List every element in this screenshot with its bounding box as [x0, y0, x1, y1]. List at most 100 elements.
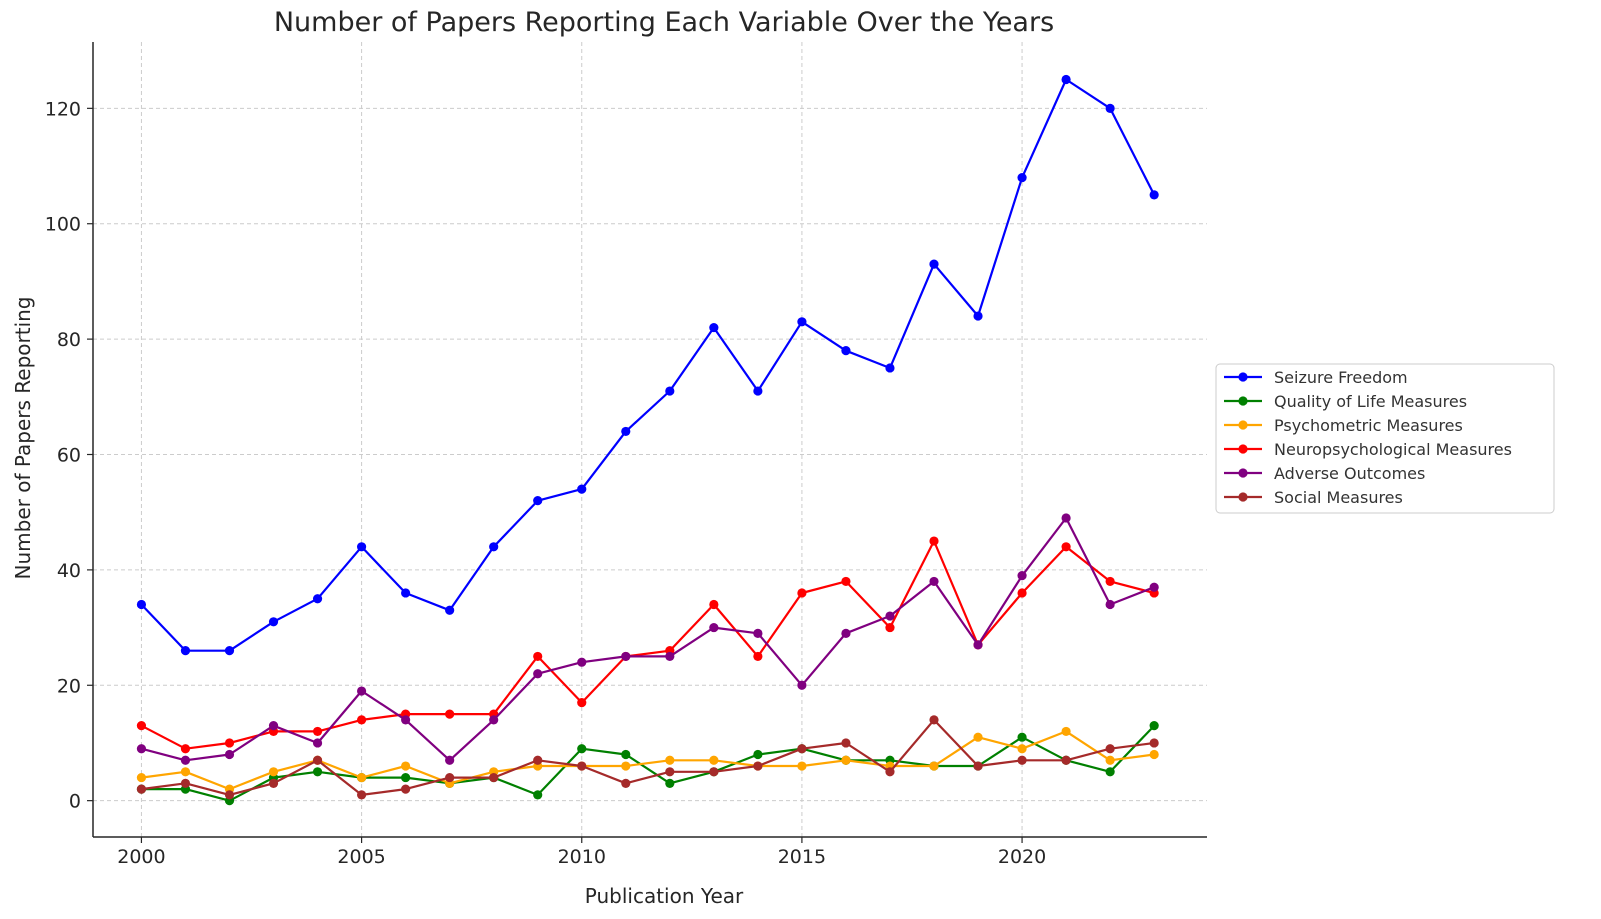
series-6 — [136, 715, 1159, 800]
data-point — [1105, 103, 1115, 113]
data-point — [224, 646, 235, 656]
legend-item: Adverse Outcomes — [1224, 464, 1425, 483]
series-4 — [136, 536, 1159, 754]
data-point — [1061, 542, 1071, 552]
legend-item: Psychometric Measures — [1224, 416, 1463, 435]
data-point — [224, 738, 235, 748]
legend-box — [1215, 363, 1555, 514]
data-point — [929, 536, 939, 546]
data-point — [401, 715, 411, 725]
data-point — [356, 542, 367, 552]
data-point — [753, 651, 763, 662]
legend-marker — [1238, 420, 1248, 430]
data-point — [401, 588, 411, 598]
legend-label: Seizure Freedom — [1274, 368, 1408, 387]
data-point — [885, 363, 895, 373]
legend-label: Neuropsychological Measures — [1274, 440, 1512, 459]
data-point — [797, 588, 807, 598]
data-point — [753, 749, 763, 760]
y-tick-label: 20 — [57, 675, 81, 697]
series-3 — [136, 726, 1159, 794]
series-1 — [136, 74, 1159, 656]
legend-marker — [1238, 468, 1248, 478]
data-point — [577, 761, 587, 771]
data-point — [621, 761, 631, 771]
data-point — [665, 386, 675, 396]
data-point — [268, 721, 279, 731]
y-tick-label: 60 — [57, 445, 81, 467]
data-point — [1017, 732, 1027, 742]
legend-marker — [1238, 396, 1248, 406]
axes: 2000 2005 2010 2015 2020 0 20 40 60 80 100 120 — [45, 42, 1207, 868]
data-point — [797, 761, 807, 771]
data-point — [885, 611, 895, 621]
data-point — [356, 790, 367, 800]
legend-marker — [1238, 444, 1248, 454]
series-line — [141, 730, 1155, 791]
series-line — [140, 539, 1155, 750]
data-point — [136, 721, 147, 731]
data-point — [180, 744, 191, 754]
data-point — [533, 669, 543, 679]
data-point — [577, 657, 587, 667]
y-tick-label: 120 — [45, 98, 81, 120]
data-point — [1105, 767, 1115, 777]
data-point — [709, 767, 719, 777]
y-tick-label: 80 — [57, 329, 81, 351]
data-point — [268, 778, 279, 788]
data-point — [180, 767, 191, 777]
y-tick-label: 100 — [45, 214, 81, 236]
data-point — [797, 744, 807, 754]
data-point — [973, 640, 983, 650]
series-5 — [136, 513, 1159, 765]
data-point — [577, 744, 587, 754]
data-point — [224, 749, 235, 760]
data-point — [797, 317, 807, 327]
data-point — [1149, 190, 1159, 200]
data-point — [136, 599, 147, 610]
data-point — [1149, 738, 1159, 748]
data-point — [929, 715, 939, 725]
data-point — [1017, 571, 1027, 581]
legend-label: Psychometric Measures — [1274, 416, 1463, 435]
series-line — [141, 516, 1155, 762]
data-point — [621, 778, 631, 788]
series-line — [140, 78, 1156, 652]
data-point — [356, 686, 367, 696]
data-point — [533, 496, 543, 506]
x-tick-label: 2005 — [337, 846, 385, 868]
data-point — [489, 715, 499, 725]
x-tick-label: 2015 — [778, 846, 826, 868]
x-tick-label: 2000 — [117, 846, 165, 868]
data-point — [533, 790, 543, 800]
data-point — [973, 761, 983, 771]
data-point — [312, 755, 323, 765]
data-point — [929, 576, 939, 587]
data-point — [709, 622, 719, 633]
data-point — [709, 322, 719, 333]
data-point — [665, 767, 675, 777]
data-point — [312, 726, 323, 737]
data-point — [445, 755, 455, 765]
data-point — [841, 738, 851, 748]
data-point — [1017, 744, 1027, 754]
data-point — [180, 755, 191, 765]
data-point — [401, 772, 411, 783]
data-point — [445, 772, 455, 783]
data-point — [973, 311, 983, 321]
legend-label: Quality of Life Measures — [1274, 392, 1467, 411]
data-point — [841, 628, 851, 638]
data-point — [136, 784, 147, 794]
data-point — [1061, 726, 1071, 737]
series-line — [141, 724, 1155, 802]
legend-item: Neuropsychological Measures — [1224, 440, 1512, 459]
legend-marker — [1238, 492, 1248, 502]
chart-title: Number of Papers Reporting Each Variable… — [274, 7, 1054, 38]
y-axis-label: Number of Papers Reporting — [11, 297, 35, 580]
data-point — [489, 772, 499, 783]
data-point — [885, 767, 895, 777]
data-point — [180, 646, 191, 656]
data-point — [621, 651, 631, 662]
